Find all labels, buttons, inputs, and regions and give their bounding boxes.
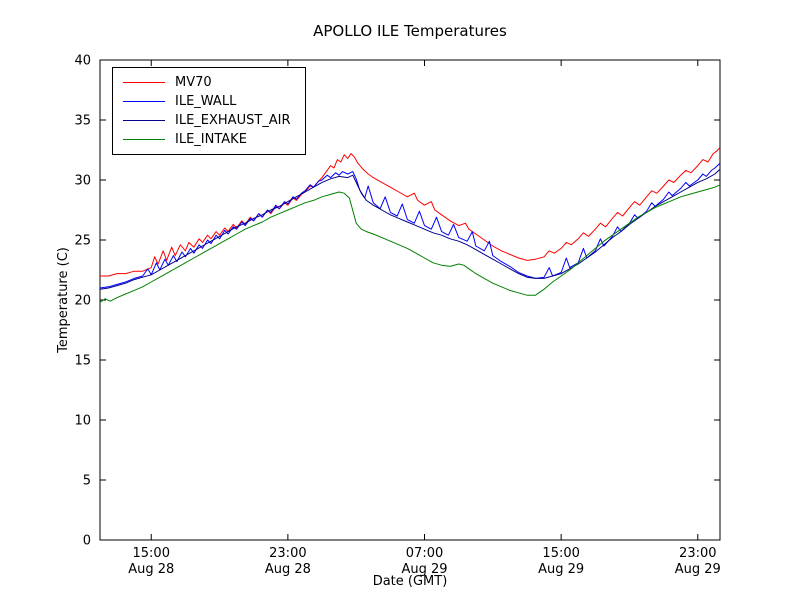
- y-tick-label: 10: [74, 414, 91, 429]
- x-tick-date-label: Aug 29: [538, 562, 584, 577]
- legend-item-mv70: MV70: [123, 75, 291, 90]
- x-tick-date-label: Aug 28: [128, 562, 174, 577]
- legend-label-ile-wall: ILE_WALL: [175, 94, 237, 109]
- series-line-ILE_INTAKE: [99, 184, 721, 303]
- x-tick-date-label: Aug 29: [675, 562, 721, 577]
- legend-line-ile-intake: [123, 139, 165, 140]
- legend-label-ile-exhaust-air: ILE_EXHAUST_AIR: [175, 113, 291, 128]
- legend: MV70 ILE_WALL ILE_EXHAUST_AIR ILE_INTAKE: [112, 67, 306, 155]
- series-line-ILE_EXHAUST_AIR: [99, 168, 721, 290]
- y-tick-label: 40: [74, 54, 91, 69]
- legend-line-mv70: [123, 82, 165, 83]
- series-line-MV70: [100, 147, 721, 277]
- x-axis-label: Date (GMT): [372, 574, 448, 589]
- legend-item-ile-intake: ILE_INTAKE: [123, 132, 291, 147]
- chart-title: APOLLO ILE Temperatures: [313, 22, 507, 40]
- x-tick-time-label: 07:00: [406, 546, 443, 561]
- legend-item-ile-exhaust-air: ILE_EXHAUST_AIR: [123, 113, 291, 128]
- legend-label-mv70: MV70: [175, 75, 212, 90]
- y-tick-label: 20: [74, 294, 91, 309]
- y-tick-label: 30: [74, 174, 91, 189]
- y-tick-label: 25: [74, 234, 91, 249]
- y-tick-label: 5: [83, 474, 91, 489]
- y-tick-label: 15: [74, 354, 91, 369]
- y-tick-label: 0: [83, 534, 91, 549]
- series-line-ILE_WALL: [99, 162, 721, 289]
- legend-line-ile-wall: [123, 101, 165, 102]
- legend-item-ile-wall: ILE_WALL: [123, 94, 291, 109]
- y-axis-label: Temperature (C): [56, 247, 71, 353]
- x-tick-time-label: 23:00: [679, 546, 716, 561]
- x-tick-date-label: Aug 29: [401, 562, 447, 577]
- legend-line-ile-exhaust-air: [123, 120, 165, 121]
- x-tick-time-label: 15:00: [133, 546, 170, 561]
- x-tick-date-label: Aug 28: [265, 562, 311, 577]
- legend-label-ile-intake: ILE_INTAKE: [175, 132, 247, 147]
- x-tick-time-label: 15:00: [542, 546, 579, 561]
- x-tick-time-label: 23:00: [269, 546, 306, 561]
- y-tick-label: 35: [74, 114, 91, 129]
